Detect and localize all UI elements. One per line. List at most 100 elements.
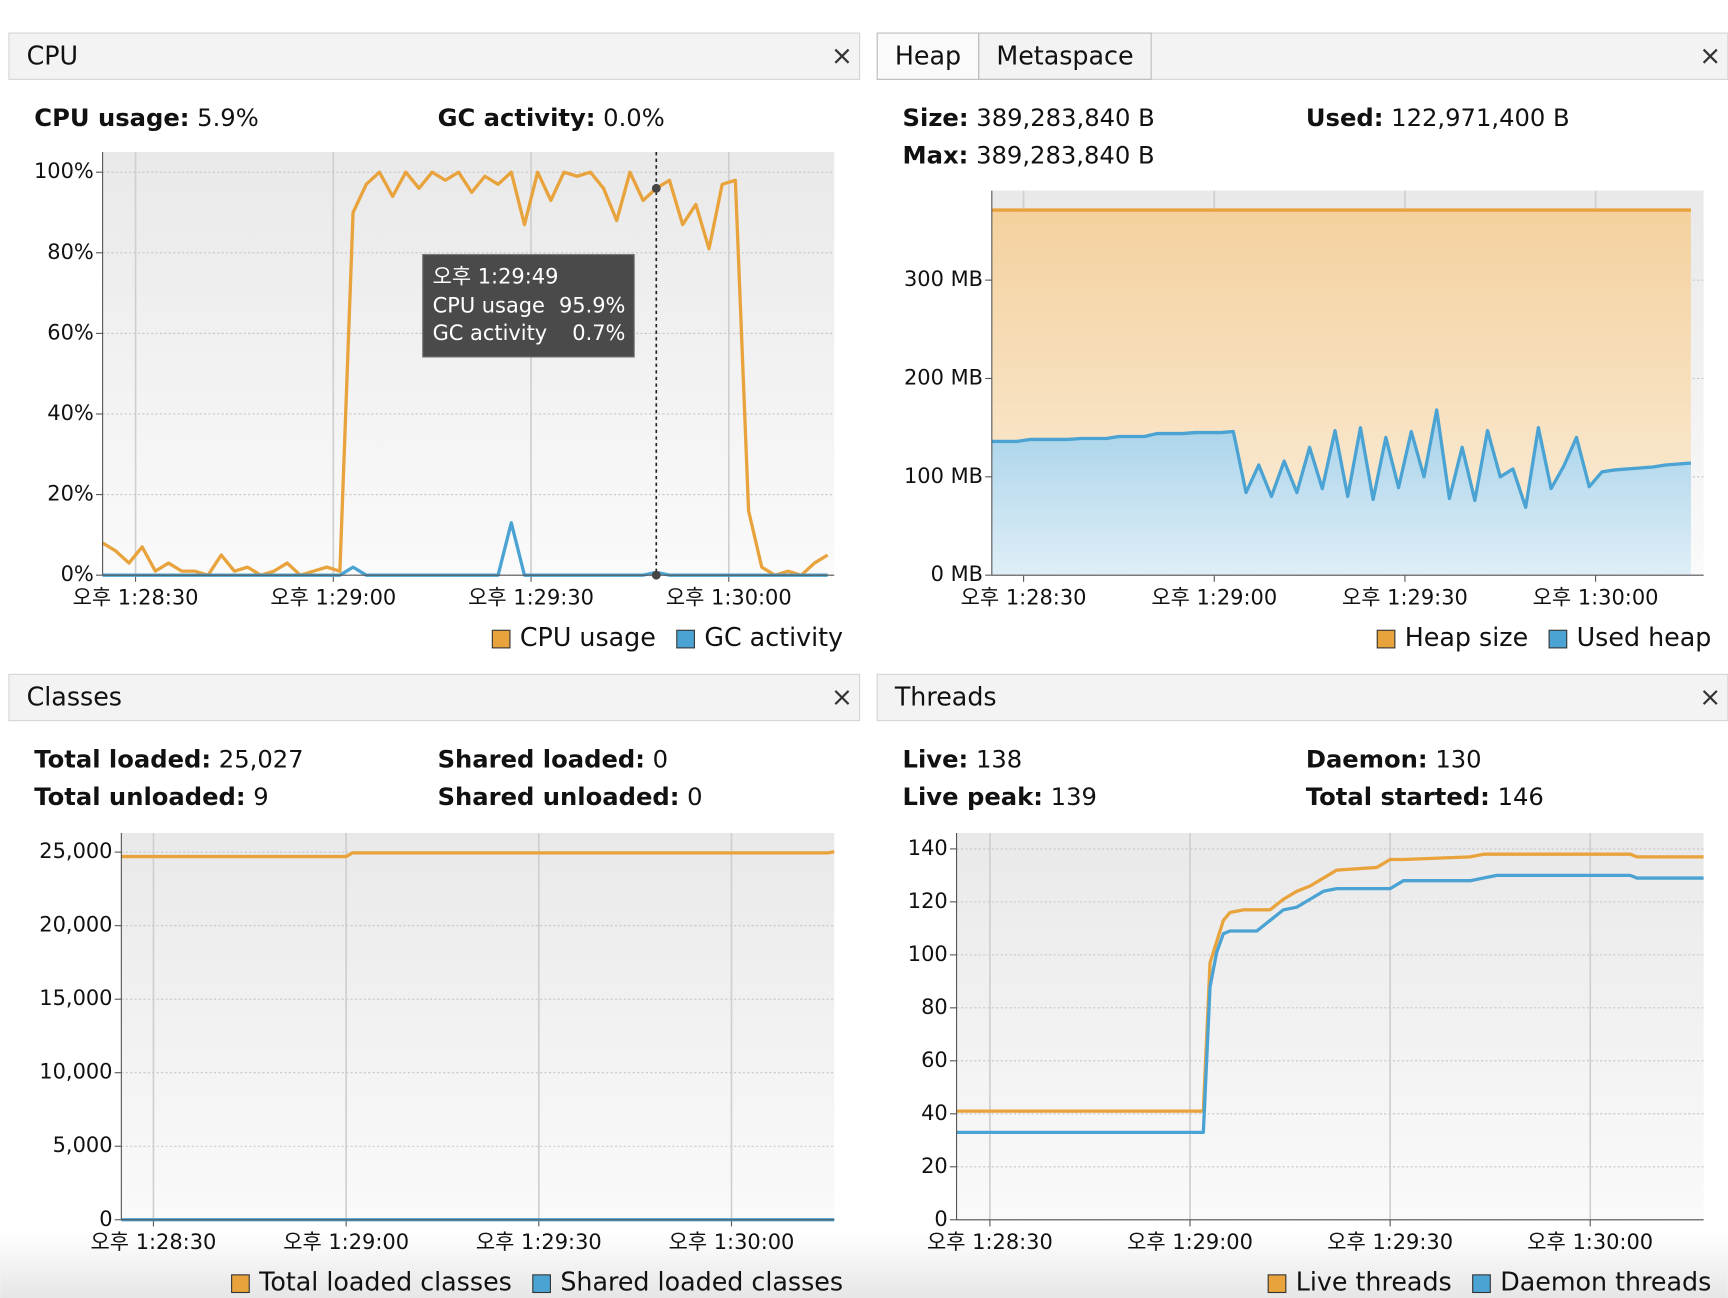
- stat-label: Size:: [903, 103, 969, 132]
- y-tick-label: 25,000: [39, 839, 112, 863]
- tab[interactable]: [978, 32, 1152, 80]
- stat-value: 122,971,400 B: [1391, 103, 1570, 132]
- series-line: [101, 170, 829, 577]
- stat-label: Shared unloaded:: [438, 782, 680, 811]
- close-icon: [834, 48, 850, 64]
- legend-label: GC activity: [704, 622, 843, 652]
- stat-label: Live:: [903, 744, 969, 773]
- stat-label: Daemon:: [1306, 744, 1428, 773]
- x-tick-label: 오후 1:29:30: [1327, 1230, 1453, 1254]
- series-line: [956, 873, 1704, 1134]
- stat-label: Total started:: [1306, 782, 1490, 811]
- legend-swatch: [1548, 629, 1568, 649]
- y-tick-label: 80: [921, 995, 948, 1019]
- close-button[interactable]: [1702, 48, 1718, 64]
- x-tick-label: 오후 1:28:30: [961, 585, 1087, 609]
- window-bottom: [0, 1231, 1728, 1298]
- x-tick-label: 오후 1:29:00: [270, 585, 396, 609]
- stat: Live peak: 139: [903, 782, 1097, 811]
- stat: Shared loaded: 0: [438, 744, 669, 773]
- legend-swatch: [491, 629, 511, 649]
- panel-header: [876, 32, 1728, 80]
- tab-label[interactable]: Metaspace: [996, 40, 1133, 70]
- y-tick-label: 10,000: [39, 1060, 112, 1084]
- tooltip-label: CPU usage: [433, 293, 545, 317]
- y-tick-label: 140: [908, 836, 948, 860]
- stat: CPU usage: 5.9%: [34, 103, 258, 132]
- y-tick-label: 80%: [47, 240, 94, 264]
- stat: Max: 389,283,840 B: [903, 140, 1155, 169]
- y-tick-label: 200 MB: [904, 365, 983, 389]
- stat-value: 25,027: [219, 744, 304, 773]
- tooltip-value: 0.7%: [572, 321, 625, 345]
- legend-label: Used heap: [1577, 622, 1712, 652]
- stat: Shared unloaded: 0: [438, 782, 703, 811]
- cursor-dot: [651, 570, 661, 580]
- panel-header: [876, 673, 1728, 722]
- legend-swatch: [1376, 629, 1396, 649]
- tab-selected[interactable]: [876, 32, 980, 80]
- x-tick-label: 오후 1:30:00: [1533, 585, 1659, 609]
- tab-label: CPU: [27, 40, 79, 70]
- series-line: [991, 408, 1692, 509]
- y-tick-label: 5,000: [53, 1133, 113, 1157]
- stat: Total loaded: 25,027: [34, 744, 303, 773]
- stat-label: Shared loaded:: [438, 744, 645, 773]
- stat-label: CPU usage:: [34, 103, 189, 132]
- stat-value: 146: [1498, 782, 1544, 811]
- y-tick-label: 20,000: [39, 913, 112, 937]
- stat-label: Max:: [903, 140, 969, 169]
- legend-label: Daemon threads: [1500, 1267, 1711, 1297]
- stat-label: GC activity:: [438, 103, 596, 132]
- stat-value: 389,283,840 B: [976, 140, 1155, 169]
- stat-value: 0: [653, 744, 668, 773]
- x-tick-label: 오후 1:29:00: [1151, 585, 1277, 609]
- stat-label: Used:: [1306, 103, 1384, 132]
- x-tick-label: 오후 1:29:30: [1342, 585, 1468, 609]
- legend-swatch: [1472, 1274, 1491, 1294]
- tab-label[interactable]: Heap: [895, 40, 961, 70]
- y-tick-label: 0: [99, 1207, 112, 1231]
- y-tick-label: 20: [921, 1154, 948, 1178]
- y-tick-label: 100%: [34, 159, 94, 183]
- legend-swatch: [231, 1274, 250, 1294]
- x-tick-label: 오후 1:28:30: [91, 1230, 217, 1254]
- area-fill: [991, 409, 1691, 576]
- stat-label: Total loaded:: [34, 744, 211, 773]
- legend-swatch: [676, 629, 695, 649]
- stat: Total unloaded: 9: [34, 782, 268, 811]
- stat-label: Total unloaded:: [34, 782, 245, 811]
- stat-value: 0: [687, 782, 702, 811]
- stat: Used: 122,971,400 B: [1306, 103, 1570, 132]
- y-tick-label: 100 MB: [904, 464, 983, 488]
- y-tick-label: 15,000: [39, 986, 112, 1010]
- stat-value: 0.0%: [603, 103, 665, 132]
- panel-header: [8, 673, 861, 722]
- y-tick-label: 20%: [47, 482, 94, 506]
- stat-value: 139: [1051, 782, 1097, 811]
- x-tick-label: 오후 1:28:30: [73, 585, 199, 609]
- stat-label: Live peak:: [903, 782, 1043, 811]
- close-button[interactable]: [834, 48, 850, 64]
- y-tick-label: 60%: [47, 320, 94, 344]
- plot-area: [956, 833, 1704, 1220]
- close-button[interactable]: [834, 690, 850, 705]
- stat-value: 5.9%: [197, 103, 259, 132]
- tooltip: [422, 253, 635, 358]
- y-tick-label: 0%: [61, 562, 94, 586]
- y-tick-label: 120: [908, 889, 948, 913]
- close-button[interactable]: [1702, 690, 1718, 705]
- tooltip-value: 95.9%: [559, 293, 625, 317]
- legend-swatch: [1267, 1274, 1287, 1294]
- tab-label: Classes: [27, 682, 122, 712]
- legend-label: Heap size: [1405, 622, 1528, 652]
- tooltip-label: GC activity: [433, 321, 548, 345]
- legend-label: Total loaded classes: [258, 1267, 512, 1297]
- legend-label: Shared loaded classes: [560, 1267, 843, 1297]
- stat-value: 9: [253, 782, 268, 811]
- close-icon: [1702, 48, 1718, 64]
- x-tick-label: 오후 1:29:00: [1127, 1230, 1253, 1254]
- plot-area: [121, 833, 835, 1220]
